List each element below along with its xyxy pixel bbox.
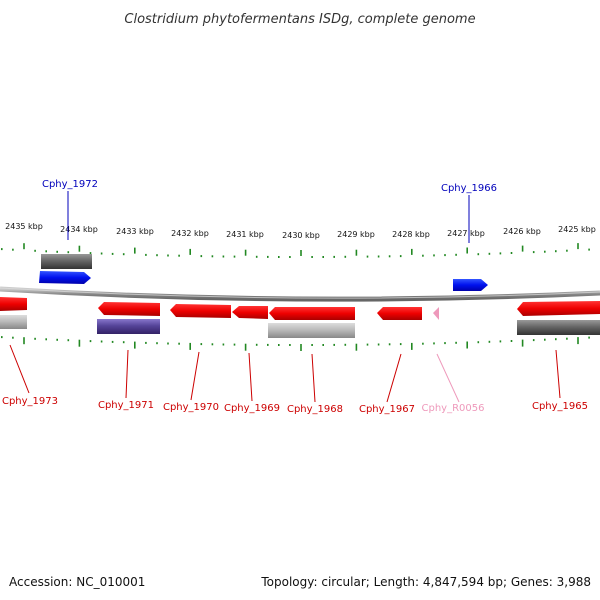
kbp-label: 2427 kbp	[447, 229, 485, 238]
gene-label-cphy-1970[interactable]: Cphy_1970	[163, 402, 219, 413]
gene-label-cphy-1965[interactable]: Cphy_1965	[532, 401, 588, 412]
kbp-label: 2431 kbp	[226, 230, 264, 239]
leader-line-cphy-1970	[190, 351, 200, 401]
leader-line-cphy-1973	[9, 344, 30, 394]
gene-label-cphy-r0056[interactable]: Cphy_R0056	[422, 403, 485, 414]
gene-label-cphy-1969[interactable]: Cphy_1969	[224, 403, 280, 414]
feature-block-light-left	[0, 315, 27, 329]
feature-block-dark-right	[517, 320, 600, 335]
gene-arrow-cphy-1968[interactable]	[269, 307, 355, 320]
label-leader-lines	[9, 191, 561, 403]
genome-backbone	[0, 286, 600, 302]
kbp-scale-labels: 2435 kbp 2434 kbp 2433 kbp 2432 kbp 2431…	[5, 222, 596, 240]
kbp-label: 2426 kbp	[503, 227, 541, 236]
rna-arrow-cphy-r0056[interactable]	[433, 307, 439, 320]
genome-summary-text: Topology: circular; Length: 4,847,594 bp…	[260, 575, 591, 589]
kbp-label: 2435 kbp	[5, 222, 43, 231]
kbp-label: 2428 kbp	[392, 230, 430, 239]
kbp-label: 2433 kbp	[116, 227, 154, 236]
leader-line-cphy-1969	[248, 352, 253, 402]
leader-line-cphy-1971	[125, 349, 129, 399]
gene-arrow-cphy-1970[interactable]	[170, 304, 231, 318]
gene-arrow-cphy-1967[interactable]	[377, 307, 422, 320]
feature-block-light-center	[268, 323, 355, 338]
inner-scale-ticks	[0, 336, 590, 351]
gene-arrow-cphy-1972[interactable]	[39, 271, 91, 284]
genome-title: Clostridium phytofermentans ISDg, comple…	[124, 12, 475, 27]
leader-line-cphy-1968	[311, 353, 316, 403]
gene-arrow-cphy-1973[interactable]	[0, 297, 27, 311]
gene-label-cphy-1973[interactable]: Cphy_1973	[2, 396, 58, 407]
kbp-label: 2425 kbp	[558, 225, 596, 234]
gene-arrow-cphy-1969[interactable]	[232, 306, 268, 319]
gene-label-cphy-1971[interactable]: Cphy_1971	[98, 400, 154, 411]
gene-label-cphy-1968[interactable]: Cphy_1968	[287, 404, 343, 415]
feature-block-dark-top	[41, 254, 92, 269]
accession-text: Accession: NC_010001	[9, 575, 145, 589]
genome-backbone-highlight	[0, 287, 600, 299]
feature-block-purple	[97, 319, 160, 334]
kbp-label: 2430 kbp	[282, 231, 320, 240]
gene-arrow-cphy-1966[interactable]	[453, 279, 488, 291]
gene-label-cphy-1972[interactable]: Cphy_1972	[42, 179, 98, 190]
leader-line-cphy-r0056	[436, 353, 460, 403]
kbp-label: 2432 kbp	[171, 229, 209, 238]
leader-line-cphy-1965	[555, 349, 561, 399]
kbp-label: 2434 kbp	[60, 225, 98, 234]
gene-arrow-cphy-1971[interactable]	[98, 302, 160, 316]
gene-label-cphy-1967[interactable]: Cphy_1967	[359, 404, 415, 415]
leader-line-cphy-1967	[386, 353, 402, 403]
outer-scale-ticks	[0, 243, 590, 258]
gene-arrow-cphy-1965[interactable]	[517, 301, 600, 316]
gene-label-cphy-1966[interactable]: Cphy_1966	[441, 183, 497, 194]
kbp-label: 2429 kbp	[337, 230, 375, 239]
